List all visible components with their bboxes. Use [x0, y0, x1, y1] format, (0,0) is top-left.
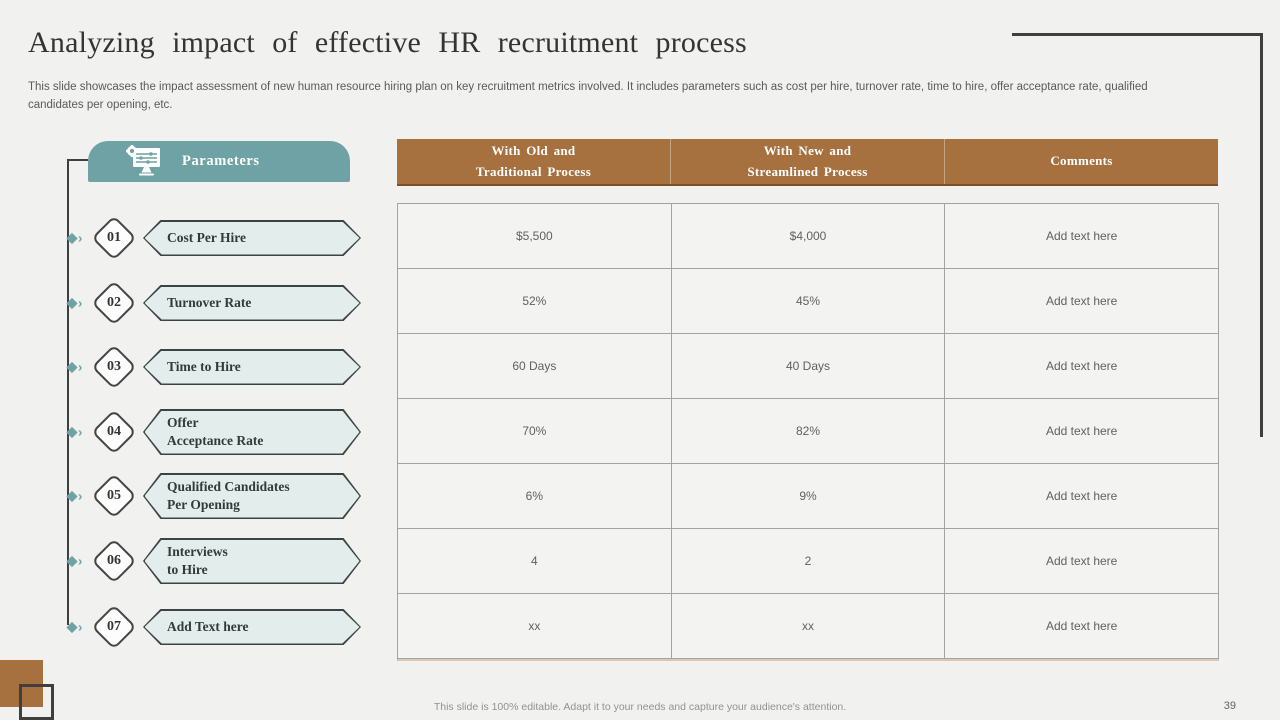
- table-cell[interactable]: 6%: [398, 464, 672, 529]
- parameter-number: 04: [107, 424, 121, 439]
- table-cell[interactable]: 40 Days: [671, 334, 946, 399]
- parameter-label: Time to Hire: [167, 359, 241, 375]
- table-cell[interactable]: xx: [398, 594, 672, 659]
- parameter-label: Cost Per Hire: [167, 230, 246, 246]
- table-cell[interactable]: 52%: [398, 269, 672, 334]
- table-cell[interactable]: 45%: [671, 269, 946, 334]
- page-number: 39: [1223, 700, 1236, 712]
- table-header-old-process[interactable]: With Old and Traditional Process: [475, 142, 592, 179]
- table-cell[interactable]: 4: [398, 529, 672, 594]
- parameter-label-shape[interactable]: Add Text here: [143, 609, 361, 645]
- table-cell[interactable]: Add text here: [945, 204, 1219, 269]
- parameter-number: 02: [107, 295, 121, 310]
- parameter-item-04: › 04 Offer Acceptance Rate: [60, 402, 365, 462]
- bottom-left-outline-square: [19, 684, 54, 720]
- table-cell[interactable]: $5,500: [398, 204, 672, 269]
- diamond-chevron-bullet-icon: ›: [66, 232, 82, 245]
- table-cell[interactable]: Add text here: [945, 594, 1219, 659]
- parameter-number: 01: [107, 230, 121, 245]
- table-cell[interactable]: 82%: [671, 399, 946, 464]
- footer-note: This slide is 100% editable. Adapt it to…: [433, 701, 847, 713]
- table-cell[interactable]: 60 Days: [398, 334, 672, 399]
- parameter-label: Offer Acceptance Rate: [167, 415, 264, 448]
- diamond-chevron-bullet-icon: ›: [66, 361, 82, 374]
- parameter-number-badge[interactable]: 01: [91, 215, 137, 261]
- table-header-comments[interactable]: Comments: [944, 139, 1218, 184]
- parameter-label-shape[interactable]: Interviews to Hire: [143, 538, 361, 584]
- parameters-header-label: Parameters: [182, 153, 260, 169]
- connector-horizontal: [67, 159, 88, 161]
- right-decor-line: [1260, 33, 1263, 437]
- parameter-number: 05: [107, 488, 121, 503]
- parameter-item-02: › 02 Turnover Rate: [60, 273, 365, 333]
- parameter-label-shape[interactable]: Cost Per Hire: [143, 220, 361, 256]
- parameter-number: 07: [107, 619, 121, 634]
- parameter-label-shape[interactable]: Time to Hire: [143, 349, 361, 385]
- table-cell[interactable]: Add text here: [945, 269, 1219, 334]
- parameter-label: Turnover Rate: [167, 295, 252, 311]
- parameter-label-shape[interactable]: Turnover Rate: [143, 285, 361, 321]
- parameter-number: 06: [107, 553, 121, 568]
- parameter-item-06: › 06 Interviews to Hire: [60, 531, 365, 591]
- table-cell[interactable]: 9%: [671, 464, 946, 529]
- table-cell[interactable]: 70%: [398, 399, 672, 464]
- parameter-item-07: › 07 Add Text here: [60, 597, 365, 657]
- table-cell[interactable]: 2: [671, 529, 946, 594]
- parameter-number-badge[interactable]: 04: [91, 409, 137, 455]
- table-cell[interactable]: Add text here: [945, 334, 1219, 399]
- parameter-item-05: › 05 Qualified Candidates Per Opening: [60, 466, 365, 526]
- parameter-item-01: › 01 Cost Per Hire: [60, 208, 365, 268]
- table-cell[interactable]: $4,000: [671, 204, 946, 269]
- slide-description: This slide showcases the impact assessme…: [28, 81, 1148, 111]
- parameter-label: Add Text here: [167, 619, 249, 635]
- parameter-number-badge[interactable]: 05: [91, 473, 137, 519]
- table-header-new-process[interactable]: With New and Streamlined Process: [670, 139, 944, 184]
- monitor-settings-icon: [124, 145, 166, 178]
- parameter-label: Qualified Candidates Per Opening: [167, 479, 290, 512]
- parameter-number-badge[interactable]: 03: [91, 344, 137, 390]
- connector-vertical: [67, 159, 69, 625]
- diamond-chevron-bullet-icon: ›: [66, 490, 82, 503]
- table-cell[interactable]: Add text here: [945, 464, 1219, 529]
- parameter-label: Interviews to Hire: [167, 544, 228, 577]
- diamond-chevron-bullet-icon: ›: [66, 297, 82, 310]
- parameter-label-shape[interactable]: Qualified Candidates Per Opening: [143, 473, 361, 519]
- table-header-row: With Old and Traditional Process With Ne…: [397, 139, 1218, 186]
- parameter-number-badge[interactable]: 02: [91, 280, 137, 326]
- parameter-number: 03: [107, 359, 121, 374]
- table-cell[interactable]: xx: [671, 594, 946, 659]
- page-title: Analyzing impact of effective HR recruit…: [28, 26, 747, 59]
- diamond-chevron-bullet-icon: ›: [66, 555, 82, 568]
- parameters-header[interactable]: Parameters: [88, 141, 350, 182]
- metrics-table: $5,500 $4,000 Add text here 52% 45% Add …: [397, 203, 1219, 661]
- parameter-number-badge[interactable]: 07: [91, 604, 137, 650]
- table-cell[interactable]: Add text here: [945, 399, 1219, 464]
- diamond-chevron-bullet-icon: ›: [66, 621, 82, 634]
- parameter-number-badge[interactable]: 06: [91, 538, 137, 584]
- diamond-chevron-bullet-icon: ›: [66, 426, 82, 439]
- table-cell[interactable]: Add text here: [945, 529, 1219, 594]
- parameter-label-shape[interactable]: Offer Acceptance Rate: [143, 409, 361, 455]
- parameter-item-03: › 03 Time to Hire: [60, 337, 365, 397]
- top-right-decor-line: [1012, 33, 1263, 36]
